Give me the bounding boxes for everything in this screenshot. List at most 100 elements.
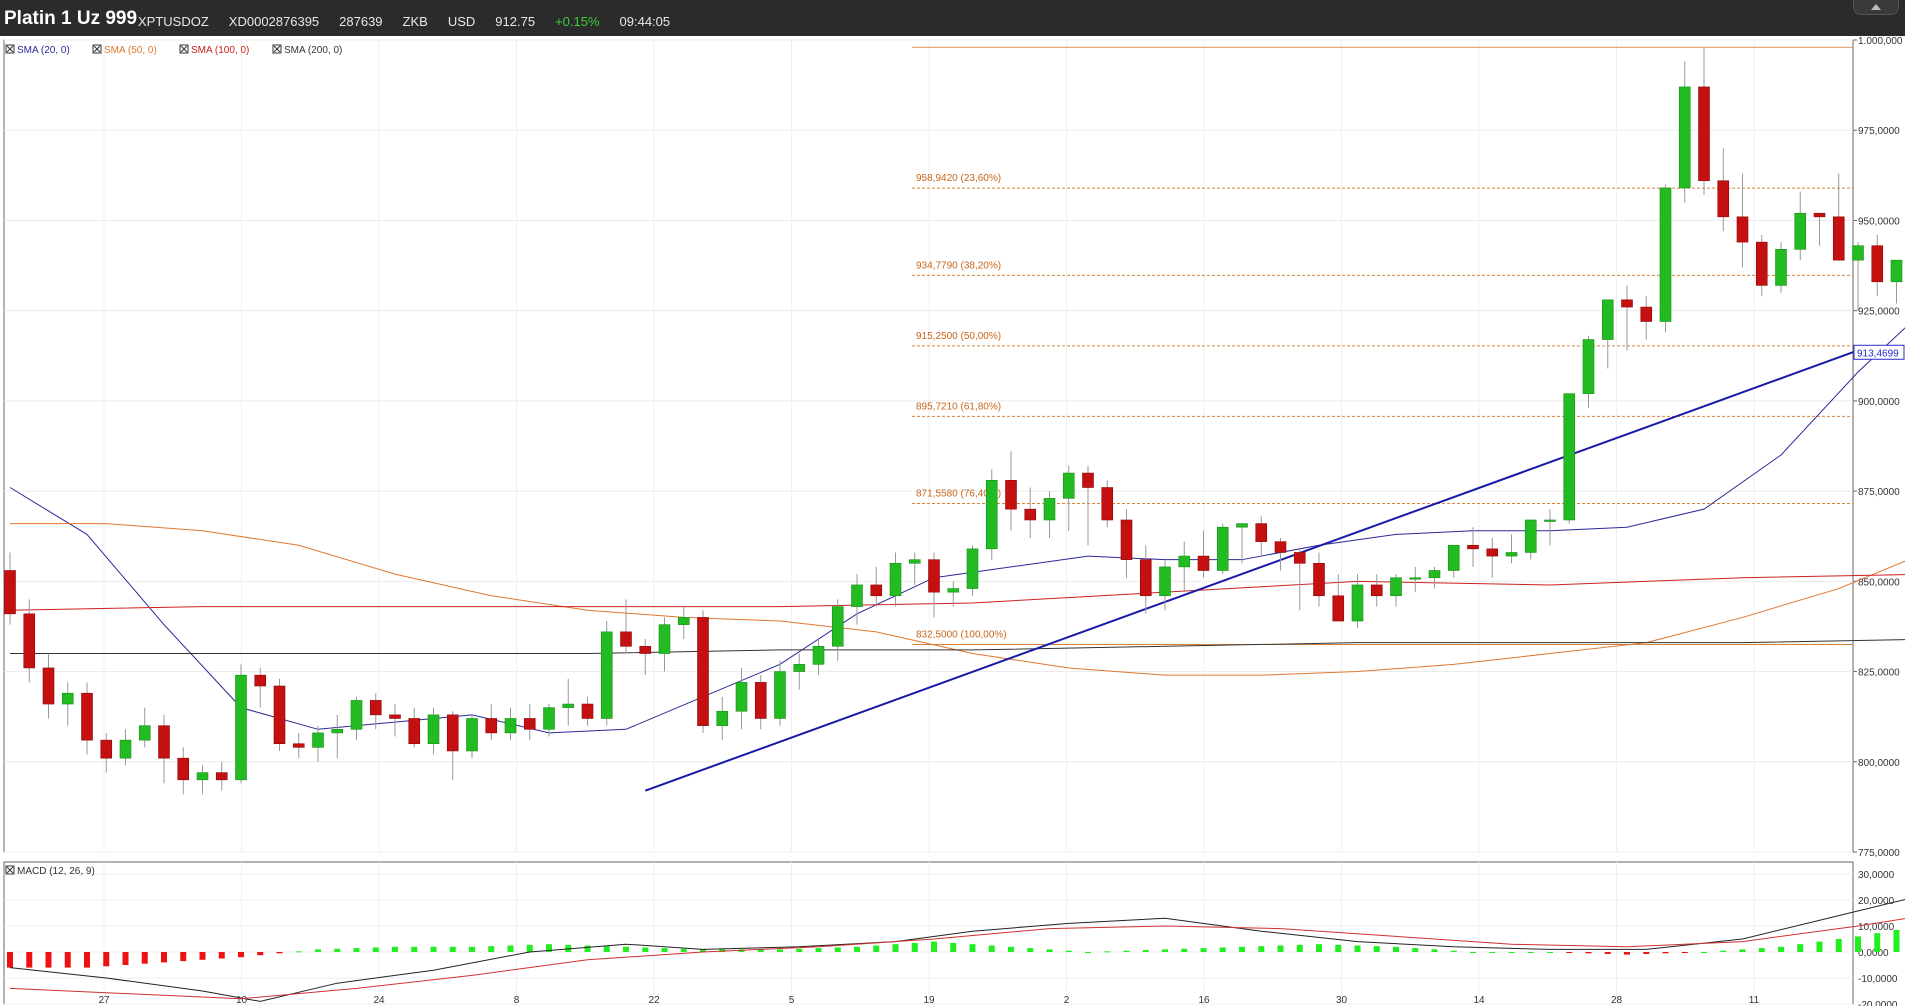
candle-body <box>1467 544 1479 550</box>
candle-body <box>312 732 324 748</box>
macd-histogram-bar <box>1065 950 1072 952</box>
macd-histogram-bar <box>180 952 187 962</box>
candle-body <box>331 728 344 734</box>
macd-histogram-bar <box>777 949 783 952</box>
y-tick-label: 800,0000 <box>1858 758 1900 769</box>
candle-body <box>23 613 36 669</box>
macd-y-tick-label: 20,0000 <box>1858 896 1895 907</box>
candle-body <box>196 772 209 781</box>
sma-line-0 <box>9 327 1905 734</box>
macd-histogram-bar <box>392 946 398 952</box>
candle-body <box>754 682 767 719</box>
macd-histogram-bar <box>623 946 629 952</box>
macd-histogram-bar <box>757 949 764 952</box>
macd-histogram-bar <box>1720 950 1727 952</box>
candle-body <box>1313 562 1325 597</box>
macd-histogram-bar <box>834 947 841 952</box>
macd-histogram-bar <box>526 944 533 952</box>
macd-histogram-bar <box>1624 952 1630 955</box>
macd-histogram-bar <box>411 946 418 952</box>
macd-histogram-bar <box>315 949 321 952</box>
candle-body <box>427 714 440 745</box>
candle-body <box>466 718 478 752</box>
macd-histogram-bar <box>1412 948 1419 952</box>
y-tick-label: 875,0000 <box>1858 487 1900 498</box>
candle-body <box>138 725 151 741</box>
macd-histogram-bar <box>238 952 244 958</box>
candle-body <box>1486 548 1499 557</box>
macd-histogram-bar <box>1739 949 1746 952</box>
legend-check-mark <box>93 45 101 53</box>
macd-histogram-bar <box>1547 952 1553 953</box>
macd-histogram-bar <box>449 946 456 952</box>
collapse-toggle-button[interactable] <box>1853 0 1899 15</box>
legend-check-mark <box>6 45 14 53</box>
macd-histogram-bar <box>969 944 976 952</box>
macd-histogram-bar <box>1662 952 1669 954</box>
macd-histogram-bar <box>295 951 302 953</box>
macd-histogram-bar <box>1335 944 1342 952</box>
candle-body <box>774 671 786 719</box>
candle-body <box>1852 245 1864 261</box>
macd-histogram-bar <box>372 947 379 952</box>
candle-body <box>543 707 555 730</box>
fib-level-label: 958,9420 (23,60%) <box>916 173 1001 184</box>
macd-histogram-bar <box>892 944 899 952</box>
macd-histogram-bar <box>1277 945 1284 952</box>
candle-body <box>61 692 74 705</box>
candle-body <box>1871 245 1884 283</box>
macd-histogram-bar <box>1162 949 1168 952</box>
macd-histogram-bar <box>796 948 803 952</box>
candle-body <box>504 718 517 734</box>
candle-body <box>369 700 382 716</box>
x-tick-label: 11 <box>1749 995 1760 1006</box>
candle-body <box>928 559 940 593</box>
macd-histogram-bar <box>276 952 283 954</box>
macd-histogram-bar <box>1200 948 1207 952</box>
symbol-text: XPTUSDOZ <box>138 14 209 29</box>
candle-body <box>81 692 93 741</box>
candle-body <box>389 714 401 719</box>
candle-body <box>1139 559 1152 597</box>
macd-histogram-bar <box>1393 946 1399 952</box>
macd-histogram-bar <box>141 952 148 964</box>
macd-histogram-bar <box>1797 944 1804 952</box>
macd-histogram-bar <box>1816 941 1823 952</box>
candle-body <box>1082 472 1094 488</box>
macd-histogram-bar <box>469 946 475 952</box>
fib-level-label: 871,5580 (76,40%) <box>916 489 1001 500</box>
macd-histogram-bar <box>642 947 649 952</box>
sma-line-3 <box>10 639 1905 655</box>
legend-check-mark <box>6 866 14 874</box>
legend-entry-3: SMA (200, 0) <box>284 45 342 56</box>
macd-histogram-bar <box>122 952 129 965</box>
macd-histogram-bar <box>1219 947 1226 952</box>
candle-body <box>119 739 132 759</box>
candle-body <box>716 710 729 726</box>
macd-histogram-bar <box>218 952 225 959</box>
exchange-text: ZKB <box>402 14 428 29</box>
candle-body <box>1159 566 1171 597</box>
macd-histogram-bar <box>257 952 264 956</box>
legend-entry-1: SMA (50, 0) <box>104 45 157 56</box>
candle-body <box>1062 472 1075 499</box>
legend-entry-2: SMA (100, 0) <box>191 45 249 56</box>
sma-line-1 <box>10 523 1905 676</box>
candle-body <box>1043 498 1056 521</box>
macd-histogram-bar <box>815 948 822 952</box>
y-tick-label: 825,0000 <box>1858 668 1900 679</box>
macd-histogram-bar <box>603 946 610 952</box>
candle-body <box>1255 523 1268 542</box>
macd-histogram-bar <box>1778 946 1784 952</box>
candle-body <box>697 617 709 726</box>
sma-line-2 <box>9 574 1905 611</box>
macd-histogram-bar <box>353 948 360 952</box>
candle-body <box>254 674 267 687</box>
candle-body <box>1274 541 1287 553</box>
candle-body <box>1428 570 1441 579</box>
macd-histogram-bar <box>1296 944 1303 952</box>
candle-body <box>1447 544 1460 571</box>
macd-histogram-bar <box>700 949 706 952</box>
fib-level-label: 895,7210 (61,80%) <box>916 401 1001 412</box>
